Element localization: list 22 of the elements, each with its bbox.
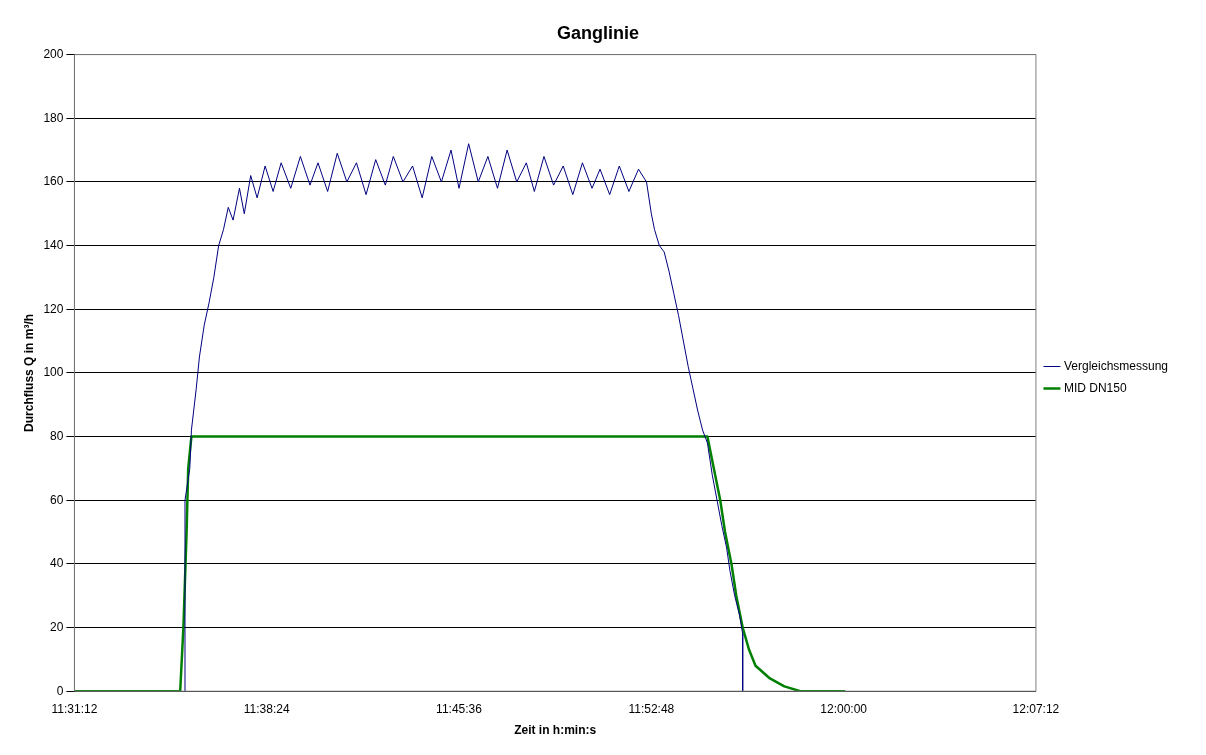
y-tick-label: 160 bbox=[43, 174, 64, 189]
x-tick-label: 11:31:12 bbox=[51, 701, 98, 716]
y-tick-label: 20 bbox=[50, 619, 64, 634]
x-axis-title: Zeit in h:min:s bbox=[514, 723, 597, 738]
legend-label: Vergleichsmessung bbox=[1063, 358, 1169, 373]
y-tick-label: 80 bbox=[50, 428, 64, 443]
y-tick-label: 180 bbox=[43, 110, 64, 125]
x-tick-label: 12:00:00 bbox=[820, 701, 868, 716]
y-tick-label: 60 bbox=[50, 492, 64, 507]
y-axis-title: Durchfluss Q in m³/h bbox=[21, 313, 36, 432]
x-tick-label: 12:07:12 bbox=[1012, 701, 1060, 716]
chart-title: Ganglinie bbox=[556, 22, 640, 43]
y-tick-label: 200 bbox=[43, 46, 64, 61]
y-tick-label: 140 bbox=[43, 237, 64, 252]
y-tick-label: 120 bbox=[43, 301, 64, 316]
x-tick-label: 11:45:36 bbox=[436, 701, 483, 716]
x-tick-label: 11:38:24 bbox=[243, 701, 290, 716]
x-tick-label: 11:52:48 bbox=[628, 701, 675, 716]
y-tick-label: 40 bbox=[50, 556, 64, 571]
y-tick-label: 100 bbox=[43, 365, 64, 380]
y-tick-label: 0 bbox=[56, 683, 64, 698]
legend-label: MID DN150 bbox=[1063, 380, 1127, 395]
